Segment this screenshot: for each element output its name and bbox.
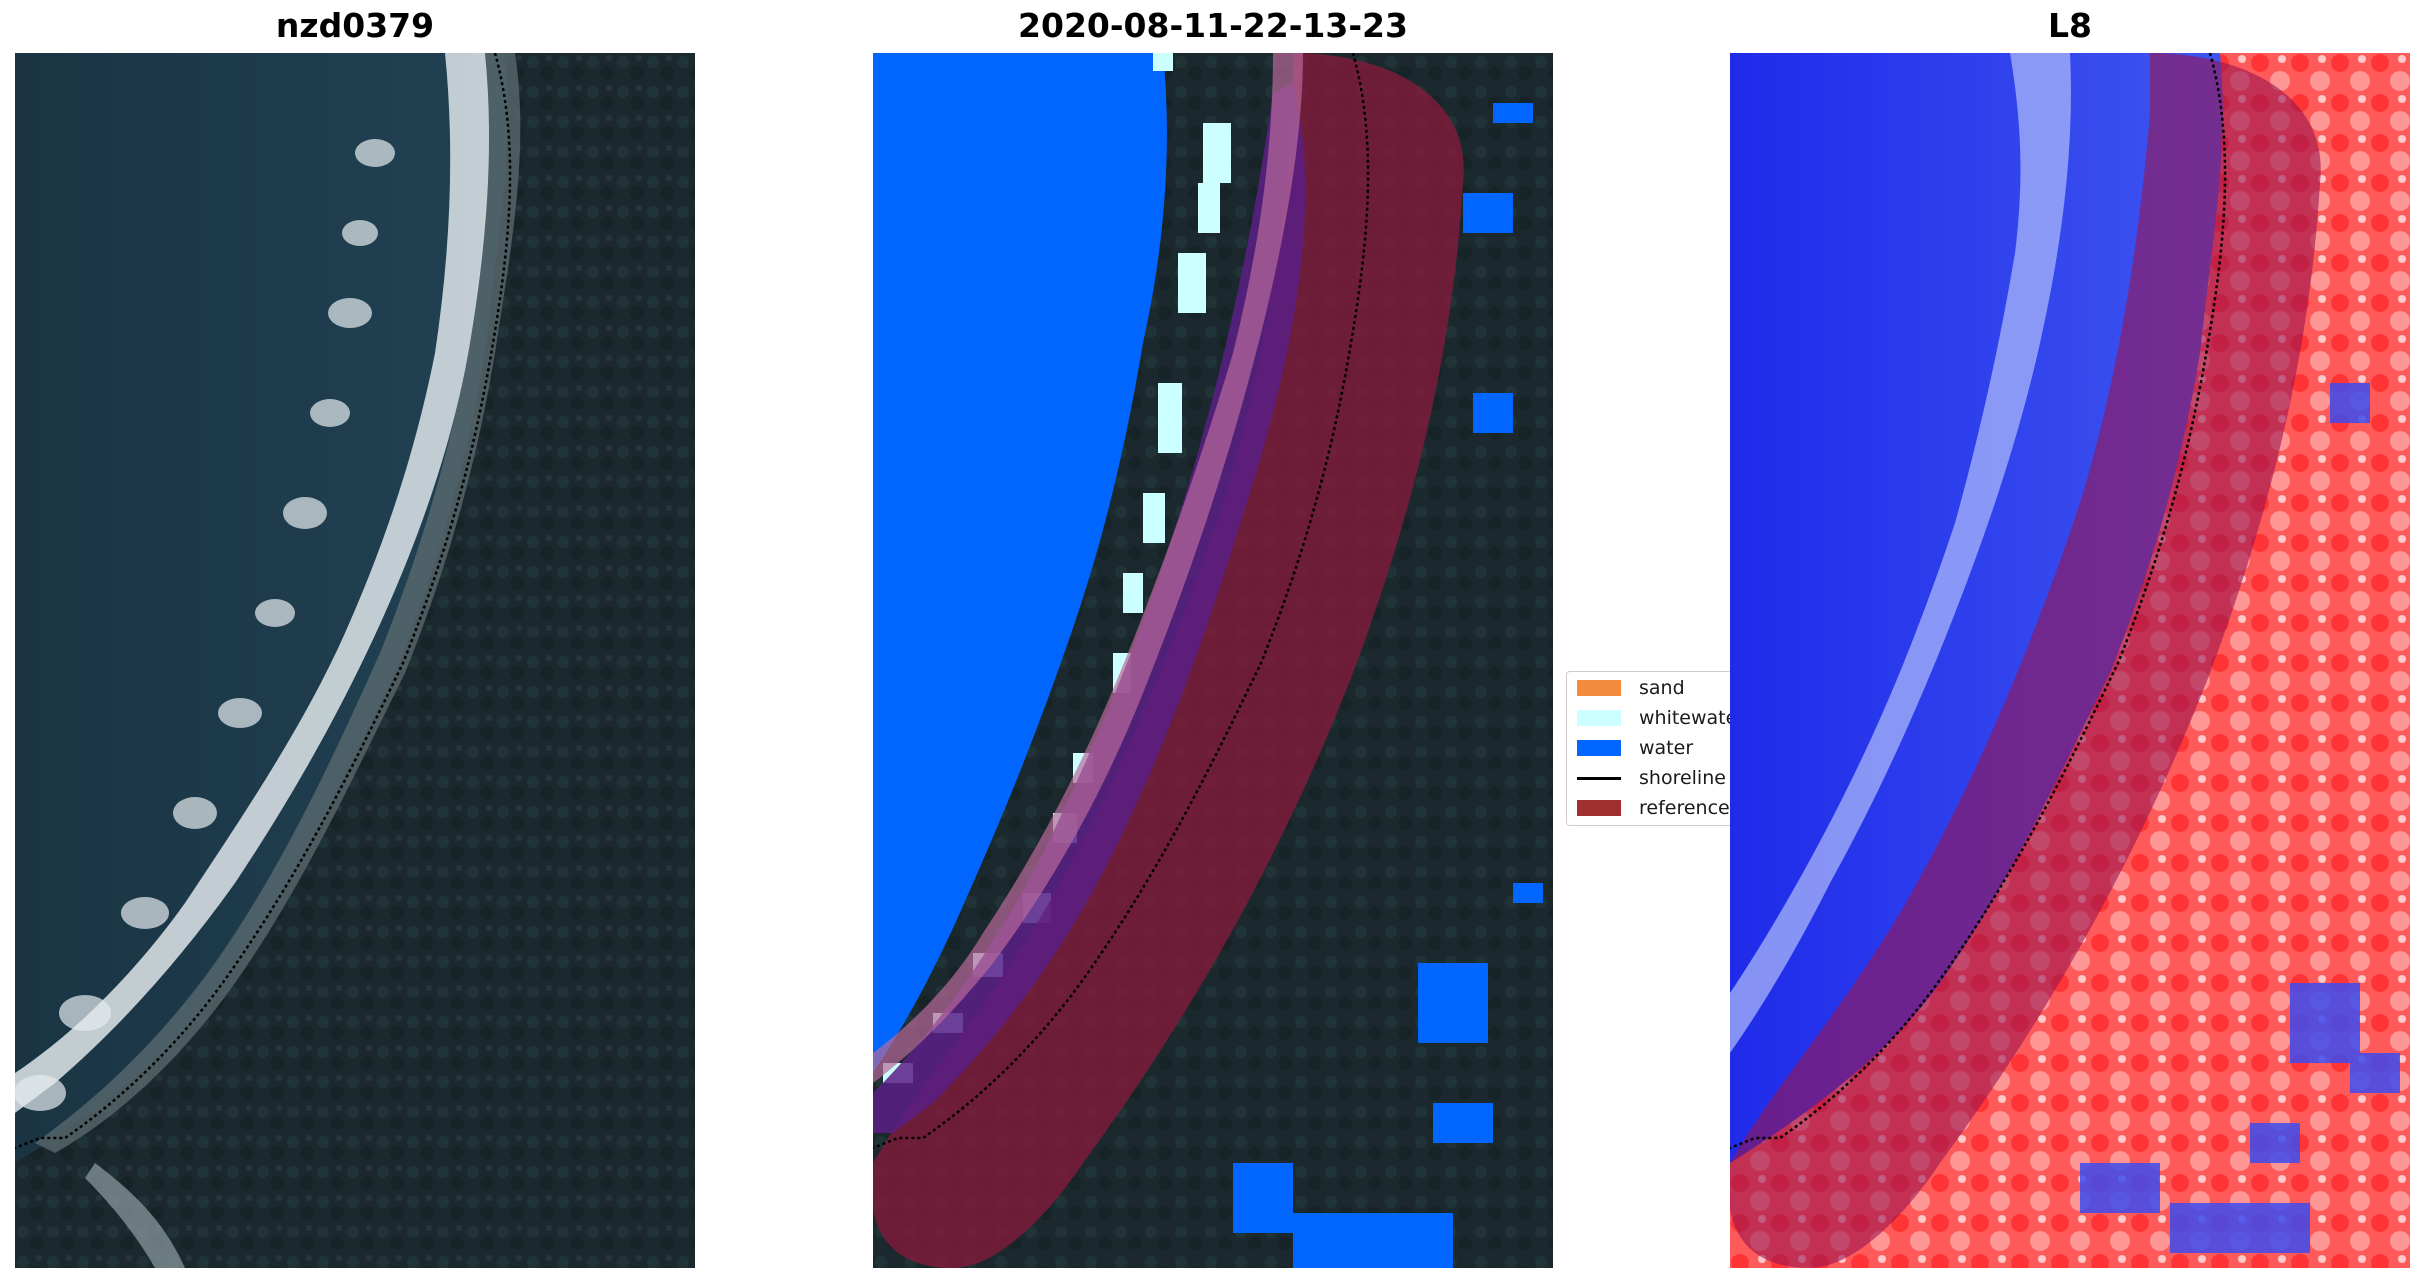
legend-label: sand <box>1639 677 1685 699</box>
legend-label: shoreline <box>1639 767 1726 789</box>
reference-overlay <box>1730 53 2321 1268</box>
index-image <box>1730 53 2410 1268</box>
legend-swatch-water <box>1577 740 1621 756</box>
index-panel <box>1730 53 2410 1268</box>
legend-item-shoreline: shoreline <box>1567 766 1726 790</box>
shoreline <box>1730 53 2227 1150</box>
legend-label: whitewater <box>1639 707 1746 729</box>
blue-patches <box>2080 383 2400 1253</box>
panel-2-title: 2020-08-11-22-13-23 <box>1018 6 1408 45</box>
rgb-image-panel <box>15 53 695 1268</box>
surf-blobs <box>15 139 395 1111</box>
legend-label: reference <box>1639 797 1730 819</box>
river-mouth <box>85 1163 185 1268</box>
inland-water-patches <box>1233 103 1543 1268</box>
classification-panel <box>873 53 1553 1268</box>
classification-image <box>873 53 1553 1268</box>
legend-swatch-reference <box>1577 800 1621 816</box>
panel-1-title: nzd0379 <box>275 6 435 45</box>
rgb-image <box>15 53 695 1268</box>
legend-item-reference: reference <box>1567 796 1730 820</box>
beach-strip <box>35 53 521 1153</box>
legend-swatch-shoreline <box>1577 776 1621 780</box>
legend-swatch-sand <box>1577 680 1621 696</box>
shoreline <box>15 53 512 1150</box>
legend-item-water: water <box>1567 736 1693 760</box>
shoreline <box>873 53 1370 1150</box>
surf-zone <box>1730 53 2071 1053</box>
surf-band <box>15 53 490 1113</box>
legend-item-sand: sand <box>1567 676 1685 700</box>
water-class <box>873 53 1167 1073</box>
legend: sand whitewater water shoreline referenc… <box>1566 671 1756 826</box>
panel-3-title: L8 <box>2048 6 2092 45</box>
legend-label: water <box>1639 737 1694 759</box>
purple-mixed <box>873 83 1306 1133</box>
legend-item-whitewater: whitewater <box>1567 706 1745 730</box>
legend-swatch-whitewater <box>1577 710 1621 726</box>
land-area <box>15 53 695 1268</box>
